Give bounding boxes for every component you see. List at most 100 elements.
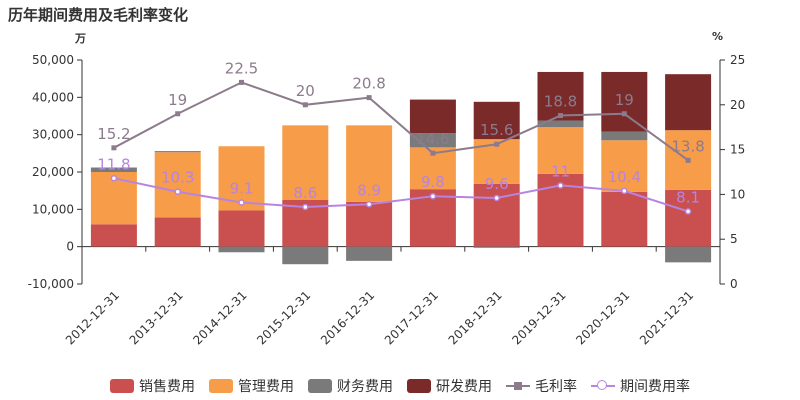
legend-label-sales: 销售费用 <box>139 379 195 395</box>
x-axis-tick-label: 2012-12-31 <box>63 288 122 347</box>
right-axis-tick-label: 20 <box>730 98 745 112</box>
x-axis-tick-label: 2013-12-31 <box>127 288 186 347</box>
point-gross-margin <box>302 102 308 108</box>
data-label-gross-margin: 15.2 <box>97 125 130 143</box>
bar-finance <box>218 246 265 253</box>
point-gross-margin <box>175 111 181 117</box>
bar-rnd <box>601 71 648 132</box>
bar-admin <box>282 125 329 200</box>
bar-finance <box>601 131 648 141</box>
bar-finance <box>90 167 137 172</box>
point-expense-rate <box>557 182 564 189</box>
left-axis-tick-label: 40,000 <box>32 90 74 104</box>
point-expense-rate <box>110 175 118 182</box>
data-label-gross-margin: 19 <box>168 91 187 109</box>
legend-key-gross-margin <box>506 379 530 393</box>
point-gross-margin <box>621 111 627 117</box>
x-axis-tick-label: 2020-12-31 <box>573 288 632 347</box>
bar-sales <box>154 217 201 247</box>
data-label-gross-margin: 22.5 <box>225 59 258 77</box>
data-label-gross-margin: 20 <box>296 82 315 100</box>
point-expense-rate <box>302 203 309 211</box>
bar-admin <box>537 127 584 174</box>
point-expense-rate <box>684 208 692 215</box>
legend-label-finance: 财务费用 <box>337 379 393 395</box>
bar-sales <box>665 189 712 247</box>
x-axis-tick-label: 2016-12-31 <box>318 288 377 347</box>
bar-sales <box>346 201 393 247</box>
legend-label-gross-margin: 毛利率 <box>535 379 577 395</box>
bar-finance <box>473 246 520 248</box>
bar-finance <box>154 151 201 153</box>
bar-rnd <box>473 101 520 140</box>
bar-rnd <box>537 71 584 121</box>
right-axis-tick-label: 15 <box>730 143 745 157</box>
point-expense-rate <box>174 188 181 195</box>
right-axis-unit: % <box>712 30 724 43</box>
bar-rnd <box>409 99 456 134</box>
data-label-gross-margin: 15.6 <box>480 121 513 139</box>
bar-admin <box>601 140 648 192</box>
x-axis-tick-label: 2018-12-31 <box>446 288 505 347</box>
left-axis-tick-label: -10,000 <box>28 277 74 291</box>
legend-item-sales[interactable]: 销售费用 <box>110 376 195 396</box>
right-axis-tick-label: 25 <box>730 53 745 67</box>
point-gross-margin <box>494 141 500 147</box>
legend-swatch-finance <box>308 379 332 393</box>
legend-swatch-sales <box>110 379 134 393</box>
legend-label-rnd: 研发费用 <box>436 379 492 395</box>
left-axis-tick-label: 30,000 <box>32 128 74 142</box>
point-gross-margin <box>430 150 436 156</box>
data-label-expense-rate: 11.8 <box>97 155 130 173</box>
bar-sales <box>473 183 520 247</box>
left-axis-unit: 万 <box>75 32 86 45</box>
data-label-expense-rate: 10.3 <box>161 169 194 187</box>
x-axis-tick-label: 2014-12-31 <box>190 288 249 347</box>
x-axis-tick-label: 2017-12-31 <box>382 288 441 347</box>
chart-title: 历年期间费用及毛利率变化 <box>8 6 189 24</box>
point-expense-rate <box>493 194 500 202</box>
x-axis-tick-label: 2015-12-31 <box>254 288 313 347</box>
legend: 销售费用 管理费用 财务费用 研发费用 毛利率 期间费用率 <box>0 376 800 396</box>
data-label-expense-rate: 10.4 <box>608 168 641 186</box>
x-axis-tick-label: 2019-12-31 <box>509 288 568 347</box>
legend-item-gross-margin[interactable]: 毛利率 <box>506 376 577 396</box>
legend-swatch-rnd <box>407 379 431 393</box>
data-label-gross-margin: 13.8 <box>671 137 704 155</box>
legend-item-rnd[interactable]: 研发费用 <box>407 376 492 396</box>
point-gross-margin <box>558 113 563 119</box>
right-axis-tick-label: 5 <box>730 232 738 246</box>
legend-swatch-admin <box>209 379 233 393</box>
x-axis-tick-label: 2021-12-31 <box>637 288 696 347</box>
data-label-expense-rate: 11 <box>551 162 570 180</box>
point-expense-rate <box>238 199 245 206</box>
right-axis-tick-label: 10 <box>730 187 745 201</box>
left-axis-tick-label: 20,000 <box>32 165 74 179</box>
left-axis-tick-label: 10,000 <box>32 202 74 216</box>
data-label-expense-rate: 8.6 <box>293 184 317 202</box>
point-expense-rate <box>365 201 373 208</box>
bar-finance <box>346 246 393 261</box>
data-label-gross-margin: 20.8 <box>352 75 385 93</box>
point-gross-margin <box>111 145 117 151</box>
bar-rnd <box>665 74 712 131</box>
legend-item-finance[interactable]: 财务费用 <box>308 376 393 396</box>
legend-label-admin: 管理费用 <box>238 379 294 395</box>
data-label-expense-rate: 9.1 <box>230 179 254 197</box>
bar-admin <box>346 125 393 202</box>
point-gross-margin <box>366 95 372 101</box>
point-gross-margin <box>685 157 691 163</box>
data-label-expense-rate: 9.6 <box>485 175 509 193</box>
legend-item-expense-rate[interactable]: 期间费用率 <box>591 376 690 396</box>
bar-sales <box>601 191 648 247</box>
bar-finance <box>282 246 329 265</box>
bar-finance <box>537 120 584 128</box>
data-label-gross-margin: 19 <box>615 91 634 109</box>
point-expense-rate <box>429 192 437 200</box>
left-axis-tick-label: 0 <box>66 240 74 254</box>
point-expense-rate <box>621 187 628 195</box>
data-label-gross-margin: 14.6 <box>416 130 449 148</box>
legend-item-admin[interactable]: 管理费用 <box>209 376 294 396</box>
left-axis-tick-label: 50,000 <box>32 53 74 67</box>
